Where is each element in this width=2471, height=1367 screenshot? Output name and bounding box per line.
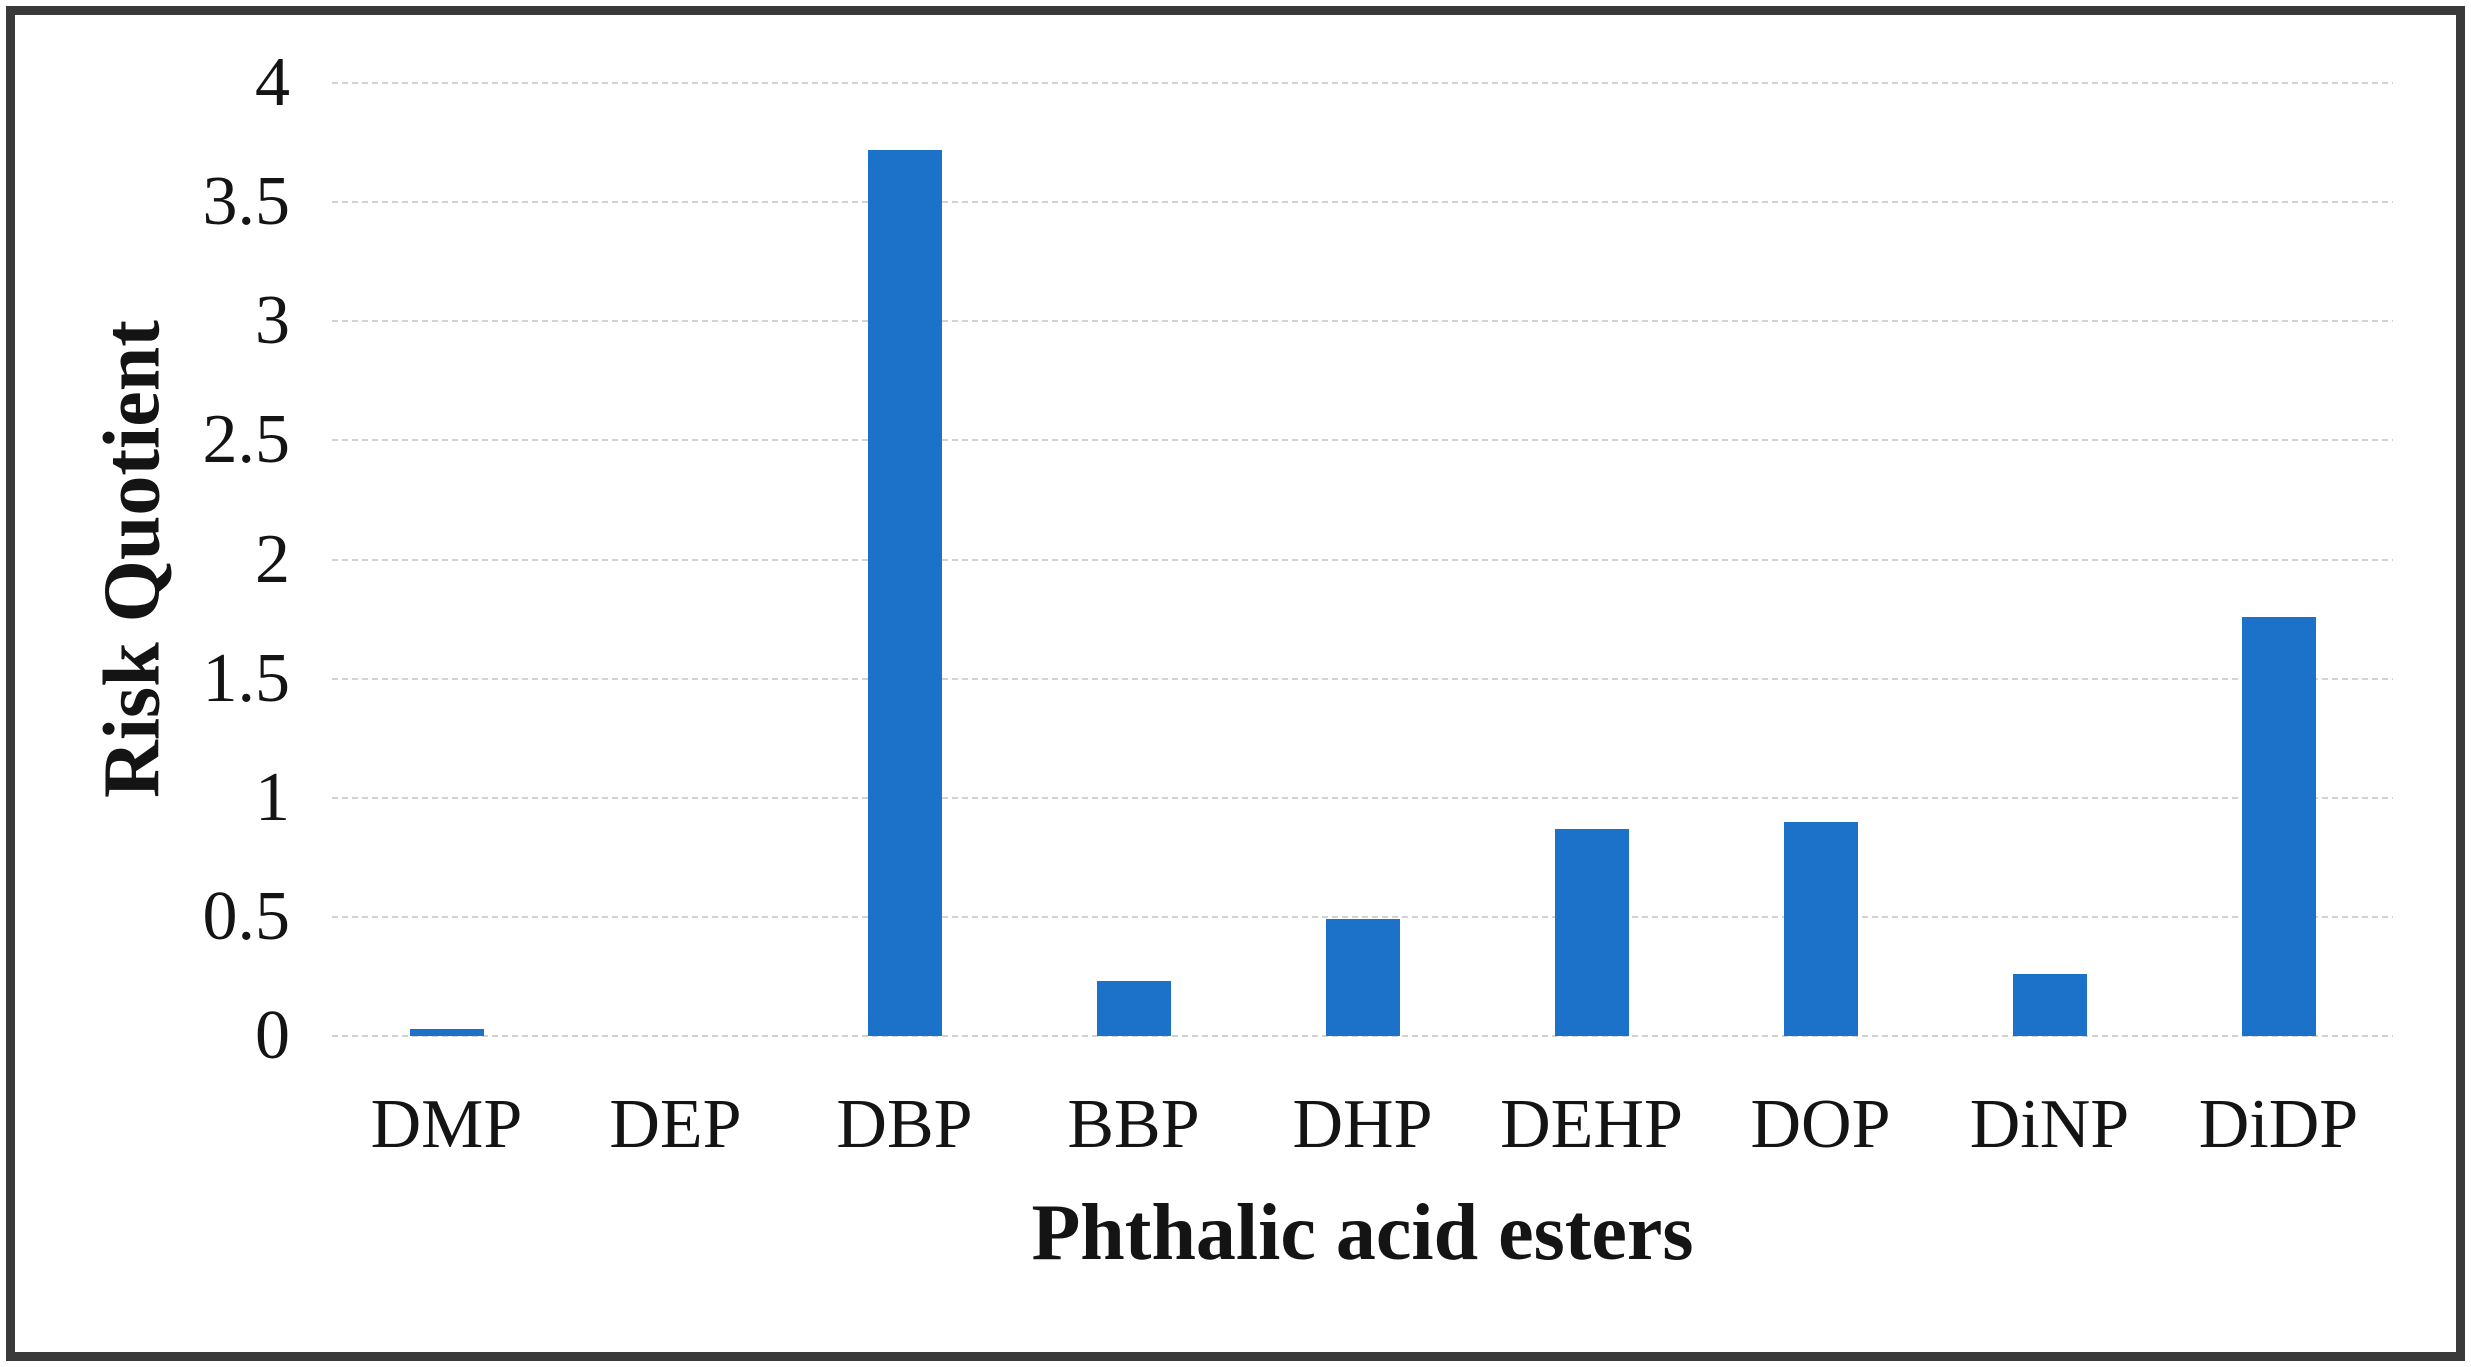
y-tick-label: 2: [255, 520, 290, 598]
x-category-label-DEP: DEP: [609, 1086, 742, 1163]
y-tick-label: 4: [255, 44, 290, 121]
x-category-label-DiNP: DiNP: [1969, 1086, 2130, 1163]
y-tick-label: 0: [255, 997, 290, 1074]
gridline-2.5: [332, 439, 2393, 442]
x-category-label-DiDP: DiDP: [2198, 1086, 2359, 1163]
gridline-2: [332, 558, 2393, 561]
bar-DHP: [1325, 919, 1400, 1036]
gridline-4: [332, 82, 2393, 84]
y-tick-label: 0.5: [202, 877, 291, 955]
bar-DiDP: [2241, 616, 2316, 1036]
x-axis-title: Phthalic acid esters: [1031, 1189, 1694, 1277]
bar-DiNP: [2012, 974, 2087, 1036]
bar-BBP: [1096, 981, 1171, 1036]
bar-DEHP: [1554, 828, 1629, 1036]
x-category-label-DMP: DMP: [370, 1086, 523, 1163]
y-tick-label: 3.5: [202, 163, 291, 241]
y-tick-label: 2.5: [202, 401, 291, 479]
gridline-1.5: [332, 677, 2393, 680]
gridline-0: [332, 1035, 2393, 1037]
gridline-1: [332, 796, 2393, 799]
bar-DMP: [409, 1028, 484, 1036]
bar-DOP: [1783, 821, 1858, 1036]
gridline-0.5: [332, 915, 2393, 918]
x-category-label-DOP: DOP: [1750, 1086, 1891, 1163]
gridline-3: [332, 320, 2393, 323]
gridline-3.5: [332, 201, 2393, 204]
y-tick-label: 1.5: [202, 639, 291, 717]
x-category-label-DEHP: DEHP: [1500, 1086, 1683, 1163]
y-tick-label: 1: [255, 758, 290, 836]
bar-DBP: [867, 149, 942, 1036]
x-category-label-DBP: DBP: [836, 1086, 973, 1163]
x-category-label-BBP: BBP: [1067, 1086, 1200, 1163]
x-category-label-DHP: DHP: [1292, 1086, 1433, 1163]
y-tick-label: 3: [255, 282, 290, 360]
